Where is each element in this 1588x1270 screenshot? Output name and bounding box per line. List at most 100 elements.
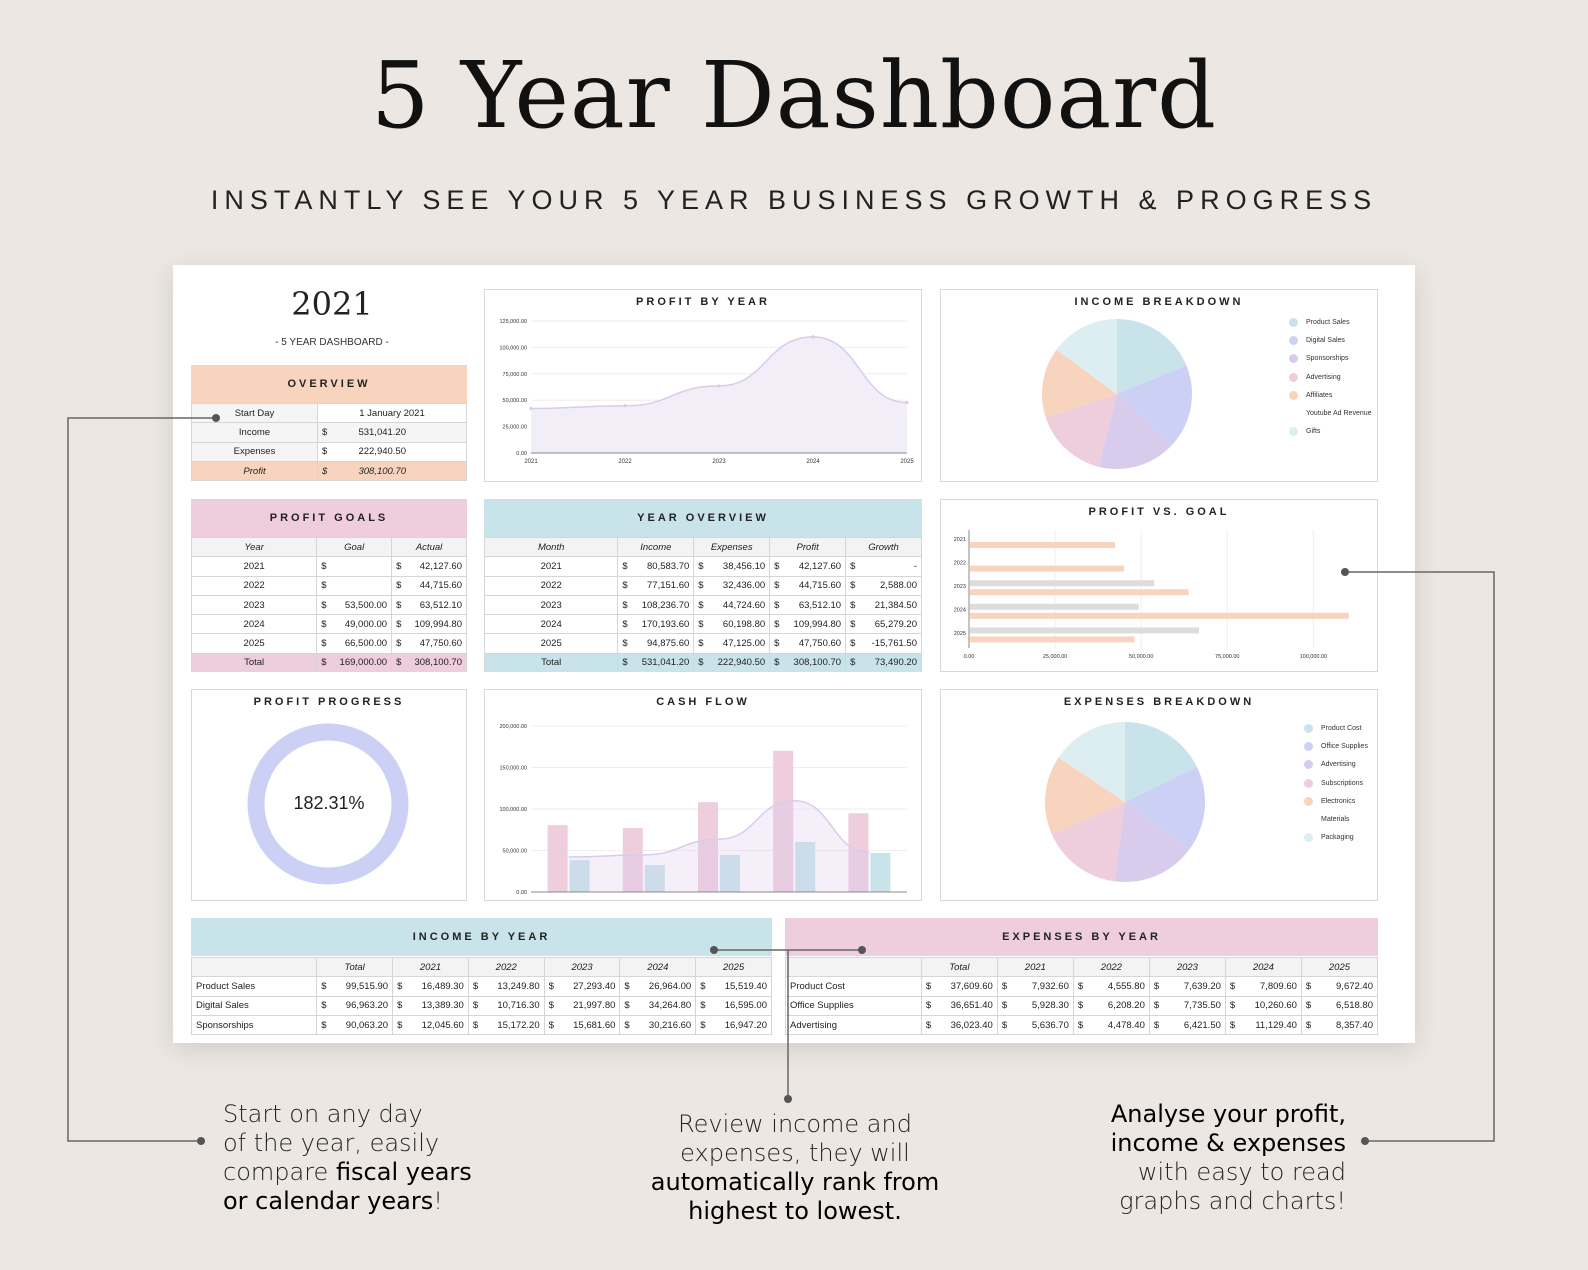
legend-label: Affiliates	[1306, 391, 1333, 399]
money-value: 6,208.20	[1107, 1000, 1145, 1012]
row-label: Office Supplies	[785, 995, 922, 1016]
currency-symbol: $	[850, 657, 856, 669]
table-row: 2021 $80,583.70 $38,456.10 $42,127.60 $ -	[484, 556, 922, 577]
money-value: 49,000.00	[344, 618, 388, 630]
money-value: 222,940.50	[358, 446, 406, 458]
bar	[698, 802, 718, 892]
money-value: 36,023.40	[950, 1019, 993, 1031]
table-row: 2022 $ $44,715.60	[191, 575, 467, 596]
money-value: 169,000.00	[339, 657, 388, 669]
money-value: 7,932.60	[1031, 980, 1069, 992]
currency-symbol: $	[548, 1019, 554, 1031]
caption-text: highest to lowest.	[688, 1197, 902, 1225]
money-value: 21,384.50	[874, 599, 917, 611]
money-cell: $8,357.40	[1300, 1014, 1378, 1036]
currency-symbol: $	[1229, 1000, 1236, 1012]
money-cell: $6,518.80	[1300, 995, 1378, 1016]
money-cell: $11,129.40	[1224, 1014, 1302, 1036]
money-cell: $7,735.50	[1148, 995, 1226, 1016]
data-point	[623, 404, 627, 408]
currency-symbol: $	[396, 599, 402, 611]
money-value: 47,750.60	[419, 638, 462, 650]
currency-symbol: $	[396, 657, 402, 669]
money-value: 4,478.40	[1107, 1019, 1145, 1031]
caption-line: with easy to read	[1080, 1158, 1346, 1187]
money-cell: $ -15,761.50	[845, 633, 922, 654]
profit-goals-table: Year Goal Actual 2021 $ $42,127.60 2022 $ $44,71…	[191, 536, 467, 672]
money-value: 10,260.60	[1254, 1000, 1297, 1012]
table-row: Income $531,041.20	[191, 422, 467, 443]
money-cell: $308,100.70	[391, 652, 467, 672]
currency-symbol: $	[1305, 1019, 1312, 1031]
year-overview-title: YEAR OVERVIEW	[484, 499, 922, 537]
money-cell: $	[316, 575, 393, 596]
table-row: 2023 $53,500.00 $63,512.10	[191, 594, 467, 616]
bar	[569, 860, 590, 892]
profit-vs-goal-panel: PROFIT VS. GOAL 0.00 25,000.00 50,000.00 75…	[940, 499, 1378, 672]
bar	[970, 603, 1139, 610]
table-row: Office Supplies $36,651.40 $5,928.30 $6,208…	[785, 995, 1378, 1016]
profit-vs-goal-chart: 0.00 25,000.00 50,000.00 75,000.00 100,000.0…	[954, 530, 1349, 660]
caption-line: highest to lowest.	[620, 1197, 970, 1226]
currency-symbol: $	[774, 560, 780, 572]
overview-value: 1 January 2021	[317, 402, 467, 424]
currency-symbol: $	[925, 1000, 932, 1012]
column-header: 2023	[543, 956, 621, 978]
progress-ring	[247, 723, 409, 885]
y-tick-label: 75,000.00	[503, 372, 527, 378]
bar	[848, 813, 869, 892]
money-value: 73,490.20	[874, 657, 917, 669]
bar	[795, 842, 816, 892]
legend-swatch	[1304, 833, 1313, 843]
y-tick-label: 2025	[954, 631, 966, 637]
money-cell: $6,421.50	[1148, 1014, 1226, 1036]
currency-symbol: $	[925, 1019, 932, 1031]
caption-text: expenses, they will	[680, 1139, 910, 1167]
bar	[970, 542, 1116, 548]
money-value: 44,715.60	[419, 580, 462, 592]
caption-line: Start on any day	[223, 1100, 472, 1129]
y-tick-label: 50,000.00	[503, 849, 527, 855]
pie-slice	[1117, 319, 1187, 394]
currency-symbol: $	[698, 560, 704, 572]
column-header: Year	[191, 536, 318, 558]
profit-by-year-chart: 0.00 25,000.00 50,000.00 75,000.00 100,000.0…	[499, 319, 914, 465]
currency-symbol: $	[1001, 1000, 1008, 1012]
money-value: 53,500.00	[344, 599, 388, 611]
currency-symbol: $	[698, 618, 704, 630]
table-row: 2025 $66,500.00 $47,750.60	[191, 633, 467, 654]
money-cell: $49,000.00	[316, 614, 393, 635]
money-value: 32,436.00	[722, 580, 766, 592]
money-cell: $4,555.80	[1072, 976, 1150, 997]
x-tick-label: 50,000.00	[1129, 654, 1153, 660]
y-tick-label: 100,000.00	[499, 345, 527, 351]
money-cell: $21,384.50	[845, 594, 922, 616]
currency-symbol: $	[1077, 980, 1084, 992]
money-cell: $65,279.20	[845, 614, 922, 635]
year-overview-panel: YEAR OVERVIEW Month Income Expenses Profit G…	[484, 499, 922, 672]
money-cell: $2,588.00	[845, 575, 922, 596]
currency-symbol: $	[622, 657, 628, 669]
currency-symbol: $	[698, 599, 704, 611]
money-value: 80,583.70	[647, 560, 690, 572]
currency-symbol: $	[622, 560, 628, 572]
year-overview-table: Month Income Expenses Profit Growth 2021 $80,5…	[484, 536, 922, 672]
currency-symbol: $	[397, 980, 403, 992]
money-cell: $94,875.60	[617, 633, 695, 654]
year-cell: 2021	[484, 556, 619, 577]
legend-label: Advertising	[1321, 761, 1356, 769]
caption-text: !	[433, 1187, 443, 1215]
legend-item: Advertising	[1304, 756, 1368, 774]
money-value: 42,127.60	[798, 560, 842, 572]
currency-symbol: $	[1001, 1019, 1008, 1031]
legend-label: Product Sales	[1306, 318, 1350, 326]
table-row: 2024 $49,000.00 $109,994.80	[191, 614, 467, 635]
x-tick-label: 2022	[618, 459, 632, 465]
currency-symbol: $	[396, 560, 402, 572]
money-cell: $38,456.10	[693, 556, 771, 577]
expenses-by-year-title: EXPENSES BY YEAR	[785, 918, 1378, 956]
overview-panel: OVERVIEW Start Day 1 January 2021 Income $5…	[191, 365, 467, 483]
x-tick-label: 100,000.00	[1300, 654, 1328, 660]
currency-symbol: $	[1077, 1019, 1084, 1031]
bar	[970, 565, 1124, 572]
